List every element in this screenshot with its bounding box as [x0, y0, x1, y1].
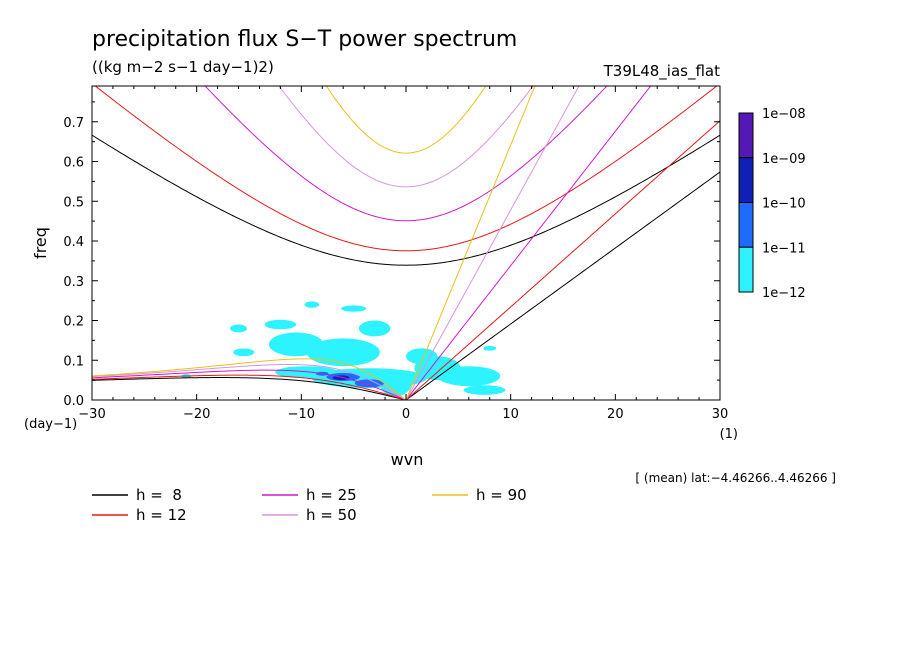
chart-subtitle: ((kg m−2 s−1 day−1)2): [92, 58, 274, 76]
contour-patch-14: [483, 345, 497, 351]
x-tick-label-4: 10: [502, 407, 519, 422]
x-tick-label-0: −30: [78, 407, 105, 422]
legend-label-h90: h = 90: [476, 486, 527, 504]
rossby-curve-h25: [92, 369, 407, 400]
experiment-label: T39L48_ias_flat: [603, 62, 721, 81]
contour-patch-13: [463, 385, 506, 395]
dispersion-curves: [92, 86, 720, 400]
x-tick-label-5: 20: [607, 407, 624, 422]
y-tick-label-1: 0.1: [63, 354, 84, 369]
x-tick-label-6: 30: [712, 407, 729, 422]
colorbar-swatch-0: [738, 112, 754, 159]
y-axis-unit: (day−1): [24, 417, 77, 432]
y-tick-label-4: 0.4: [63, 235, 84, 250]
y-axis-title: freq: [31, 227, 50, 259]
contour-patch-9: [379, 372, 412, 397]
kelvin-curve-h90: [405, 86, 536, 400]
colorbar-swatch-1: [738, 157, 754, 203]
rossby-curve-h8: [92, 377, 407, 400]
y-tick-label-7: 0.7: [63, 116, 84, 131]
ig-curve-h12: [94, 86, 718, 252]
contour-patch-3: [304, 301, 320, 308]
y-tick-label-6: 0.6: [63, 156, 84, 171]
legend-label-h12: h = 12: [136, 506, 187, 524]
kelvin-curve-h50: [405, 86, 580, 400]
y-tick-label-2: 0.2: [63, 315, 84, 330]
latitude-note: [ (mean) lat:−4.46266..4.46266 ]: [635, 471, 836, 485]
spectrum-contours: [180, 301, 506, 397]
ig-curve-h25: [204, 86, 608, 222]
y-tick-label-3: 0.3: [63, 275, 84, 290]
colorbar-label-3: 1e−11: [762, 241, 806, 256]
colorbar: 1e−08 1e−09 1e−10 1e−11 1e−12: [738, 107, 806, 301]
contour-patch-2: [233, 348, 255, 357]
legend-label-h8: h = 8: [136, 486, 182, 504]
x-axis-unit: (1): [720, 427, 738, 442]
rossby-curve-h50: [92, 363, 407, 400]
legend-label-h25: h = 25: [306, 486, 357, 504]
contour-patch-12: [437, 366, 501, 387]
contour-patch-0: [264, 319, 297, 330]
x-tick-label-1: −20: [183, 407, 210, 422]
legend: h = 8 h = 12 h = 25 h = 50 h = 90: [92, 486, 527, 524]
x-tick-label-3: 0: [402, 407, 410, 422]
colorbar-swatch-3: [738, 246, 754, 293]
legend-label-h50: h = 50: [306, 506, 357, 524]
contour-patch-1: [230, 324, 247, 333]
colorbar-swatch-2: [738, 202, 754, 248]
kelvin-curve-h25: [405, 86, 652, 400]
axis-ticks: −30 −20 −10 0 10 20 30 0.0 0.1 0.2 0.3 0.4 0.5 0.6 0.7: [63, 86, 728, 422]
kelvin-curve-h8: [405, 171, 720, 400]
contour-patch-18: [354, 379, 385, 388]
contour-patch-7: [358, 320, 391, 337]
y-tick-label-5: 0.5: [63, 195, 84, 210]
colorbar-label-4: 1e−12: [762, 286, 806, 301]
ig-curve-h90: [325, 86, 487, 154]
ig-curve-h8: [92, 134, 720, 266]
ig-curve-h50: [278, 86, 534, 188]
x-tick-label-2: −10: [288, 407, 315, 422]
chart-title: precipitation flux S−T power spectrum: [92, 27, 517, 52]
colorbar-label-0: 1e−08: [762, 107, 806, 122]
colorbar-label-1: 1e−09: [762, 152, 806, 167]
contour-patch-6: [306, 338, 380, 367]
rossby-curve-h12: [92, 374, 407, 400]
kelvin-curve-h12: [405, 120, 720, 400]
rossby-curve-h90: [92, 358, 407, 400]
contour-patch-4: [341, 305, 367, 312]
y-tick-label-0: 0.0: [63, 394, 84, 409]
x-axis-title: wvn: [391, 450, 424, 469]
colorbar-label-2: 1e−10: [762, 197, 806, 212]
